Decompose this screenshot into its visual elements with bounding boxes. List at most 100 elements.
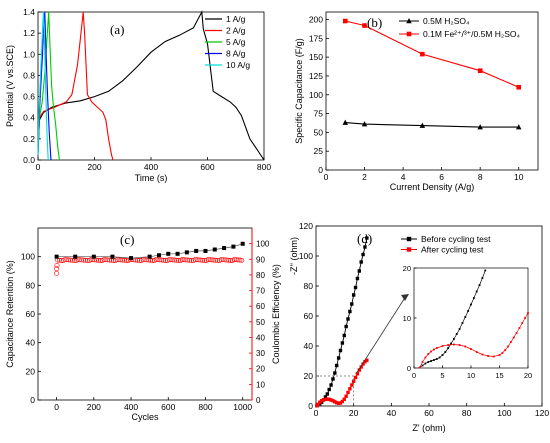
y-tick-label: 20: [26, 366, 36, 376]
data-point: [342, 397, 346, 401]
data-point: [118, 257, 124, 263]
data-point: [351, 293, 356, 297]
data-point: [224, 257, 230, 263]
inset-data-point: [464, 345, 467, 348]
data-point: [57, 257, 62, 263]
data-point: [200, 257, 206, 263]
data-point: [54, 270, 60, 276]
inset-data-point: [421, 361, 424, 363]
zoom-guide: [316, 375, 355, 406]
x-tick-label: 80: [462, 408, 472, 418]
data-point: [346, 390, 350, 395]
data-point: [340, 341, 345, 345]
inset-data-point: [481, 353, 484, 356]
y-tick-label: 75: [314, 109, 324, 119]
data-point: [240, 241, 245, 246]
y-tick-label: 25: [314, 146, 324, 156]
legend-marker: [406, 236, 412, 242]
y-tick-label: 100: [21, 252, 35, 262]
x-tick-label: 0: [412, 371, 416, 380]
data-point: [363, 245, 367, 249]
data-point: [477, 68, 483, 73]
y-tick-label: 20: [403, 264, 411, 273]
y-tick-label: 0.4: [23, 113, 35, 123]
panel-label: (c): [120, 232, 134, 247]
x-tick-label: 10: [514, 172, 524, 182]
y-tick-label: 10: [403, 314, 411, 323]
data-point: [325, 392, 329, 396]
data-point: [351, 379, 356, 383]
legend-entry: Before cycling test: [421, 234, 491, 244]
inset-data-point: [487, 355, 489, 357]
data-point: [147, 254, 152, 259]
data-point: [353, 285, 358, 290]
x-tick-label: 5: [440, 371, 444, 380]
y-right-tick-label: 50: [256, 318, 265, 327]
data-point: [97, 258, 103, 263]
inset-data-point: [472, 297, 475, 299]
x-tick-label: 10: [467, 371, 475, 380]
data-point: [54, 254, 59, 259]
data-point: [120, 257, 126, 263]
data-point: [228, 258, 233, 263]
y-tick-label: 40: [304, 341, 314, 351]
x-tick-label: 400: [124, 402, 138, 412]
data-point: [342, 333, 346, 338]
legend-marker: [406, 247, 412, 252]
inset-data-point: [467, 310, 470, 312]
data-point: [88, 257, 94, 262]
inset-data-point: [435, 358, 438, 360]
panel-c-frame: [37, 227, 253, 401]
data-point: [75, 257, 81, 262]
data-point: [213, 257, 219, 263]
data-point: [107, 257, 113, 263]
data-point: [237, 257, 243, 263]
data-point: [123, 258, 129, 263]
data-point: [348, 309, 352, 314]
data-point: [103, 257, 109, 263]
inset-data-point: [484, 269, 487, 272]
inset-data-point: [515, 332, 518, 334]
x-tick-label: 200: [87, 162, 101, 172]
data-point: [194, 248, 199, 253]
data-point: [189, 258, 194, 263]
inset-data-point: [441, 354, 444, 356]
data-point: [175, 251, 180, 256]
data-point: [110, 254, 115, 259]
data-point: [350, 302, 354, 306]
y-tick-label: 0: [318, 165, 323, 175]
data-point: [170, 257, 176, 263]
x-tick-label: 200: [87, 402, 101, 412]
legend-entry: After cycling test: [421, 245, 484, 255]
x-tick-label: 0: [54, 402, 59, 412]
inset-data-point: [444, 351, 447, 353]
y-tick-label: 0: [407, 364, 411, 373]
legend-entry: 0.1M Fe²⁺/³⁺/0.5M H₂SO₄: [423, 29, 521, 39]
data-point: [333, 371, 337, 375]
y-right-tick-label: 20: [256, 365, 265, 374]
y-right-tick-label: 60: [256, 302, 265, 311]
data-point: [156, 253, 161, 258]
series-line-0: [345, 122, 519, 128]
legend-entry: 0.5M H₂SO₄: [423, 16, 470, 26]
data-point: [335, 401, 339, 405]
series-line-2: [37, 11, 61, 161]
inset-data-point: [512, 336, 515, 339]
x-tick-label: 4: [401, 172, 406, 182]
data-point: [515, 124, 522, 130]
data-point: [419, 122, 426, 128]
data-point: [220, 257, 226, 263]
x-tick-label: 400: [144, 162, 158, 172]
data-point: [231, 244, 236, 249]
inset-data-point: [427, 353, 430, 355]
data-point: [329, 383, 333, 387]
x-tick-label: 60: [424, 408, 434, 418]
x-tick-label: 600: [200, 162, 214, 172]
y-tick-label: 0.0: [23, 155, 35, 165]
x-tick-label: 20: [349, 408, 359, 418]
y-tick-label: 100: [309, 90, 323, 100]
data-point: [361, 252, 365, 257]
data-point: [203, 248, 208, 253]
data-point: [153, 257, 159, 262]
inset-data-point: [450, 342, 452, 345]
